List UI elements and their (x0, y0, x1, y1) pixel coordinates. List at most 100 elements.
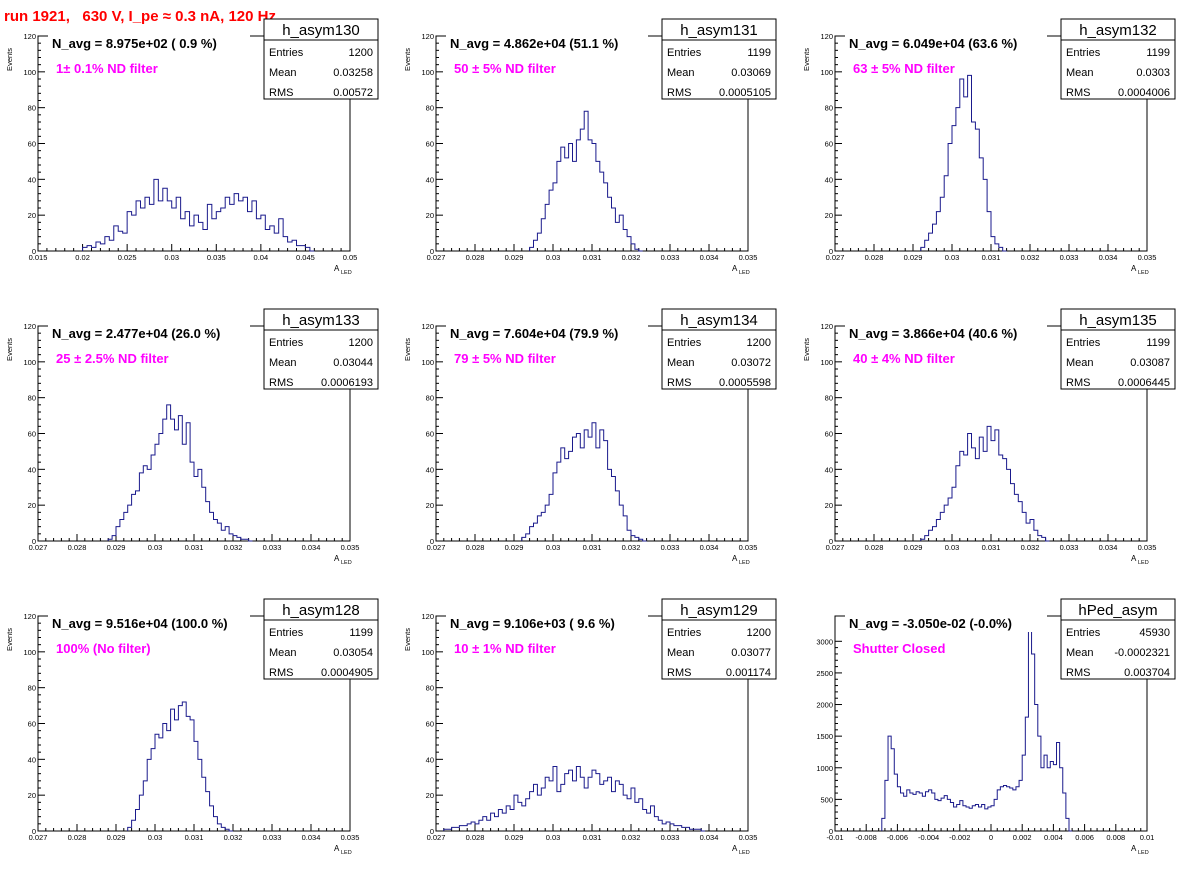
x-tick-label: 0.029 (505, 543, 524, 552)
stats-box (263, 18, 379, 100)
x-tick-label: 0.035 (739, 543, 758, 552)
stats-box (1060, 18, 1176, 100)
stats-key: Mean (667, 647, 695, 659)
histogram-name: h_asym128 (282, 602, 360, 619)
x-tick-label: 0.033 (661, 833, 680, 842)
stats-value: 0.03077 (731, 647, 771, 659)
x-tick-label: 0.029 (107, 543, 126, 552)
x-tick-label: 0.035 (1138, 543, 1157, 552)
stats-value: 0.0004006 (1118, 87, 1170, 99)
filter-annotation: Shutter Closed (853, 641, 946, 656)
x-tick-label: 0.035 (341, 543, 360, 552)
y-tick-label: 500 (820, 795, 833, 804)
x-tick-label: 0.032 (622, 543, 641, 552)
x-axis-label: A (1131, 554, 1137, 563)
navg-box (845, 325, 1047, 342)
stats-key: RMS (1066, 377, 1090, 389)
stats-key: Entries (667, 47, 702, 59)
y-tick-label: 0 (32, 827, 36, 836)
histogram-panel-h_asym130: 0.015 0.02 0.025 0.03 0.035 0.04 0.045 0.05 0 20 4… (5, 18, 379, 276)
x-tick-label: 0.05 (343, 253, 358, 262)
y-axis-label: Events (802, 338, 811, 361)
y-tick-label: 100 (820, 68, 833, 77)
y-tick-label: 60 (426, 430, 434, 439)
navg-label: N_avg = 6.049e+04 (63.6 %) (849, 36, 1017, 51)
navg-label: N_avg = 8.975e+02 ( 0.9 %) (52, 36, 217, 51)
navg-label: N_avg = 4.862e+04 (51.1 %) (450, 36, 618, 51)
x-tick-label: 0.033 (661, 543, 680, 552)
x-tick-label: 0.03 (546, 833, 561, 842)
x-tick-label: 0.045 (296, 253, 315, 262)
stats-value: 1200 (747, 337, 771, 349)
y-tick-label: 100 (23, 358, 36, 367)
x-tick-label: 0.025 (118, 253, 137, 262)
x-tick-label: 0.034 (302, 833, 321, 842)
x-tick-label: 0.028 (68, 833, 87, 842)
stats-key: Entries (269, 627, 304, 639)
x-tick-label: 0.034 (700, 253, 719, 262)
navg-box (48, 615, 250, 632)
y-axis-label: Events (802, 48, 811, 71)
histogram-panel-h_asym129: 0.027 0.028 0.029 0.03 0.031 0.032 0.033 0.034 0… (403, 598, 777, 856)
x-tick-label: 0.031 (185, 543, 204, 552)
histogram-name: h_asym129 (680, 602, 758, 619)
x-tick-label: 0.027 (826, 543, 845, 552)
stats-key: RMS (1066, 87, 1090, 99)
navg-label: N_avg = 9.106e+03 ( 9.6 %) (450, 616, 615, 631)
x-tick-label: 0.029 (505, 253, 524, 262)
x-tick-label: 0.032 (622, 253, 641, 262)
histogram-name: h_asym133 (282, 312, 360, 329)
stats-key: RMS (667, 87, 691, 99)
y-tick-label: 1500 (816, 732, 833, 741)
stats-value: 0.001174 (726, 667, 771, 679)
histogram-name: h_asym135 (1079, 312, 1157, 329)
y-tick-label: 120 (23, 322, 36, 331)
stats-key: Entries (269, 337, 304, 349)
y-tick-label: 100 (421, 358, 434, 367)
x-axis-label-subscript: LED (739, 850, 750, 856)
stats-value: 0.03044 (333, 357, 373, 369)
stats-key: Mean (269, 357, 297, 369)
stats-key: RMS (1066, 667, 1090, 679)
histogram-panel-hPed_asym: -0.01 -0.008 -0.006 -0.004 -0.002 0 0.002 0.004… (816, 598, 1176, 856)
stats-value: 1199 (1146, 47, 1170, 59)
navg-label: N_avg = 2.477e+04 (26.0 %) (52, 326, 220, 341)
y-tick-label: 80 (426, 684, 434, 693)
stats-key: Mean (269, 67, 297, 79)
stats-value: 0.0004905 (321, 667, 373, 679)
navg-label: N_avg = 9.516e+04 (100.0 %) (52, 616, 228, 631)
y-tick-label: 20 (825, 501, 833, 510)
x-tick-label: 0.032 (224, 833, 243, 842)
navg-box (48, 325, 250, 342)
stats-key: RMS (269, 377, 293, 389)
y-tick-label: 20 (426, 501, 434, 510)
x-axis-label: A (732, 844, 738, 853)
navg-box (845, 35, 1047, 52)
x-axis-label: A (334, 264, 340, 273)
x-tick-label: 0.03 (164, 253, 179, 262)
stats-box (263, 598, 379, 680)
stats-key: RMS (667, 377, 691, 389)
histogram-panel-h_asym133: 0.027 0.028 0.029 0.03 0.031 0.032 0.033 0.034 0… (5, 308, 379, 566)
y-tick-label: 3000 (816, 637, 833, 646)
y-tick-label: 0 (829, 537, 833, 546)
stats-value: 1199 (747, 47, 771, 59)
stats-key: RMS (667, 667, 691, 679)
stats-key: Mean (1066, 67, 1094, 79)
histogram-line (443, 766, 706, 832)
x-tick-label: 0.034 (1099, 253, 1118, 262)
y-tick-label: 60 (825, 140, 833, 149)
y-tick-label: 2000 (816, 701, 833, 710)
x-tick-label: 0.034 (700, 543, 719, 552)
y-tick-label: 80 (28, 104, 36, 113)
y-tick-label: 60 (426, 140, 434, 149)
x-tick-label: 0.03 (546, 543, 561, 552)
y-tick-label: 40 (825, 175, 833, 184)
y-tick-label: 100 (23, 68, 36, 77)
x-tick-label: 0.033 (661, 253, 680, 262)
navg-box (48, 35, 250, 52)
y-axis-label: Events (5, 338, 14, 361)
y-axis-label: Events (5, 48, 14, 71)
y-tick-label: 20 (426, 791, 434, 800)
filter-annotation: 40 ± 4% ND filter (853, 351, 955, 366)
